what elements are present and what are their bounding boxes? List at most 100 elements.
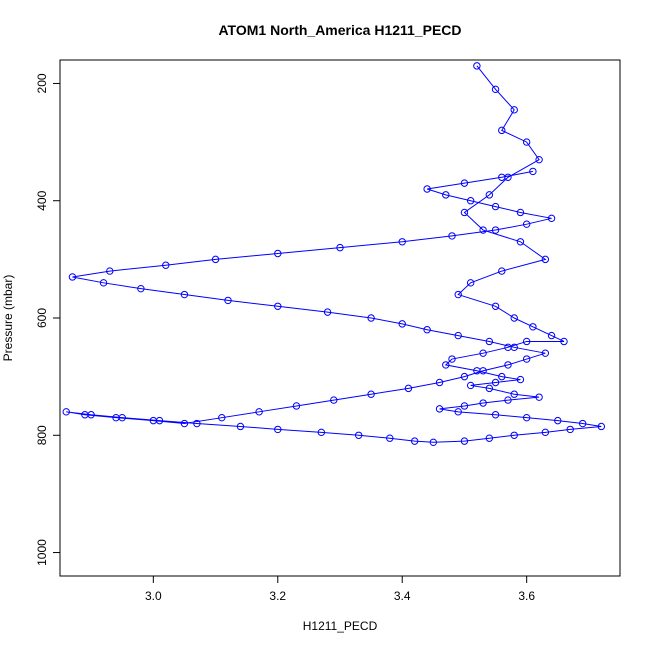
data-point [504, 361, 512, 369]
data-point [218, 413, 226, 422]
data-point [485, 434, 494, 442]
x-tick-label: 3.0 [145, 589, 162, 603]
data-point [317, 428, 326, 437]
chart-title: ATOM1 North_America H1211_PECD [218, 22, 461, 38]
data-point [491, 302, 500, 310]
data-point [578, 419, 587, 428]
data-point [510, 390, 518, 398]
data-point [491, 378, 500, 387]
data-point [498, 126, 506, 135]
data-point [473, 62, 481, 70]
data-point [274, 425, 282, 434]
data-point [367, 314, 375, 322]
data-point [423, 185, 431, 193]
data-point [516, 238, 525, 246]
data-point [485, 337, 494, 346]
data-point [485, 191, 494, 199]
data-point [522, 413, 531, 422]
data-point [498, 173, 506, 181]
plot-frame [59, 59, 621, 577]
data-point [112, 413, 120, 422]
data-point [454, 331, 462, 340]
data-point [62, 408, 70, 416]
data-point [149, 416, 158, 425]
data-point [460, 179, 469, 187]
data-point [442, 361, 450, 369]
data-point [162, 261, 170, 269]
data-point [429, 438, 438, 447]
data-point [535, 155, 543, 164]
y-tick-label: 400 [35, 190, 49, 210]
data-point [522, 337, 531, 346]
data-point [466, 381, 475, 390]
data-point [274, 249, 282, 258]
data-point [460, 402, 469, 410]
data-point [460, 208, 469, 217]
data-point [516, 208, 525, 217]
data-point [448, 232, 456, 240]
data-point [516, 375, 525, 384]
data-point [485, 384, 494, 393]
data-point [466, 197, 475, 205]
data-point [504, 396, 512, 404]
data-point [323, 308, 332, 316]
y-axis: 200 400 600 800 1000 [35, 73, 60, 566]
data-point [522, 138, 531, 146]
data-point [236, 422, 245, 431]
data-point [193, 419, 201, 428]
data-point [454, 290, 462, 299]
data-point [529, 167, 537, 176]
data-point [510, 106, 518, 114]
data-point [510, 343, 518, 352]
data-point [274, 302, 282, 310]
data-point [547, 331, 556, 340]
data-point [386, 434, 394, 442]
data-point [466, 279, 475, 287]
data-point [491, 226, 500, 234]
x-tick-label: 3.6 [518, 589, 535, 603]
data-point [180, 290, 189, 299]
data-point [566, 425, 574, 434]
data-point [498, 267, 506, 275]
data-point [423, 326, 431, 334]
y-tick-label: 1000 [35, 539, 49, 566]
data-point [255, 408, 263, 416]
data-point [491, 202, 500, 211]
series-layer [62, 62, 606, 447]
data-point [448, 355, 456, 363]
data-point [554, 416, 562, 425]
data-point [398, 238, 406, 246]
data-point [292, 402, 301, 410]
x-tick-label: 3.4 [394, 589, 411, 603]
data-point [81, 411, 89, 419]
data-point [522, 220, 531, 228]
data-point [442, 191, 450, 199]
y-tick-label: 200 [35, 73, 49, 93]
data-point [541, 255, 550, 264]
data-point [367, 390, 375, 398]
data-point [479, 399, 487, 407]
data-point [529, 323, 537, 331]
y-tick-label: 600 [35, 308, 49, 328]
data-point [99, 279, 108, 287]
data-point [454, 408, 462, 416]
data-point [522, 355, 531, 363]
data-point [541, 349, 550, 357]
data-point [491, 411, 500, 419]
data-point [491, 85, 500, 94]
data-point [535, 393, 543, 401]
data-point [398, 320, 406, 328]
x-axis: 3.0 3.2 3.4 3.6 [145, 576, 535, 603]
data-point [541, 428, 550, 437]
data-point [479, 226, 487, 234]
data-point [510, 314, 518, 322]
data-point [435, 405, 444, 413]
data-point [479, 367, 487, 375]
data-point [410, 437, 419, 445]
data-point [547, 214, 556, 223]
data-point [479, 349, 487, 357]
data-point [180, 419, 189, 428]
y-axis-label: Pressure (mbar) [1, 275, 15, 362]
data-point [106, 267, 114, 275]
